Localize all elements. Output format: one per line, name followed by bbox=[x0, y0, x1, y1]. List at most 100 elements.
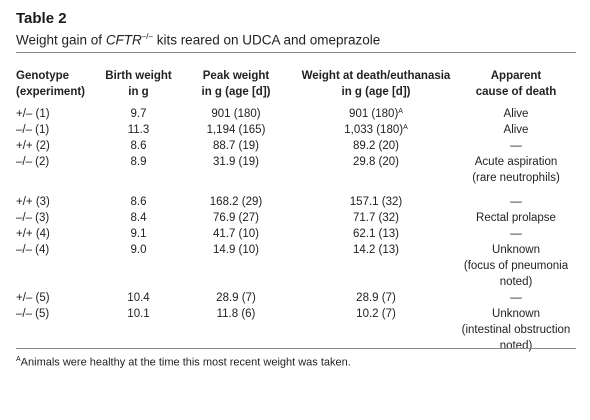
cell-cause-of-death: Acute aspiration (rare neutrophils) bbox=[456, 154, 576, 186]
cause-line: — bbox=[510, 228, 522, 240]
cell-cause-of-death: — bbox=[456, 226, 576, 242]
death-weight-value: 901 (180) bbox=[349, 108, 399, 120]
footnote-reference: A bbox=[398, 108, 403, 115]
cause-line: (focus of pneumonia noted) bbox=[463, 260, 569, 288]
cell-cause-of-death: Alive bbox=[456, 122, 576, 138]
table-row: –/– (4) 9.0 14.9 (10) 14.2 (13) Unknown (focu… bbox=[16, 242, 576, 290]
table-row: –/– (3) 8.4 76.9 (27) 71.7 (32) Rectal prola… bbox=[16, 210, 576, 226]
table-subtitle: Weight gain of CFTR–/– kits reared on UD… bbox=[16, 32, 380, 48]
cell-genotype: –/– (1) bbox=[16, 124, 50, 136]
cell-peak-weight: 88.7 (19) bbox=[212, 140, 260, 152]
row-gap bbox=[16, 186, 576, 194]
table-row: +/+ (4) 9.1 41.7 (10) 62.1 (13) — bbox=[16, 226, 576, 242]
bottom-rule bbox=[16, 348, 576, 349]
death-weight-value: 29.8 (20) bbox=[352, 156, 400, 168]
cause-line: Unknown bbox=[492, 308, 540, 320]
cell-cause-of-death: — bbox=[456, 138, 576, 154]
header-genotype: Genotype (experiment) bbox=[16, 70, 86, 98]
cell-weight-at-death: 901 (180)A bbox=[296, 106, 456, 122]
table-row: +/+ (3) 8.6 168.2 (29) 157.1 (32) — bbox=[16, 194, 576, 210]
cell-weight-at-death: 29.8 (20) bbox=[296, 154, 456, 186]
cause-line: (intestinal obstruction bbox=[461, 324, 571, 336]
table-row: +/– (5) 10.4 28.9 (7) 28.9 (7) — bbox=[16, 290, 576, 306]
subtitle-prefix: Weight gain of bbox=[16, 32, 106, 48]
table-row: +/+ (2) 8.6 88.7 (19) 89.2 (20) — bbox=[16, 138, 576, 154]
cell-peak-weight: 41.7 (10) bbox=[212, 228, 260, 240]
death-weight-value: 62.1 (13) bbox=[352, 228, 400, 240]
cell-birth-weight: 11.3 bbox=[127, 124, 150, 136]
cause-line: Rectal prolapse bbox=[476, 212, 556, 224]
table-row: –/– (1) 11.3 1,194 (165) 1,033 (180)A Alive bbox=[16, 122, 576, 138]
cell-peak-weight: 1,194 (165) bbox=[206, 124, 266, 136]
gene-name: CFTR bbox=[105, 32, 142, 48]
cell-peak-weight: 168.2 (29) bbox=[209, 196, 263, 208]
header-birth-weight: Birth weight in g bbox=[105, 70, 172, 98]
table-body: +/– (1) 9.7 901 (180) 901 (180)A Alive –/– (1… bbox=[16, 106, 576, 354]
footnote-mark: A bbox=[16, 356, 21, 363]
cell-genotype: –/– (4) bbox=[16, 244, 50, 256]
cell-cause-of-death: — bbox=[456, 290, 576, 306]
data-table: Genotype (experiment) Birth weight in g Pe… bbox=[16, 68, 576, 354]
cell-peak-weight: 14.9 (10) bbox=[212, 244, 260, 256]
cell-birth-weight: 10.1 bbox=[127, 308, 150, 320]
cell-birth-weight: 8.6 bbox=[130, 140, 147, 152]
cell-weight-at-death: 14.2 (13) bbox=[296, 242, 456, 290]
cell-peak-weight: 31.9 (19) bbox=[212, 156, 260, 168]
header-weight-at-death: Weight at death/euthanasia in g (age [d]) bbox=[301, 70, 451, 98]
header-row: Genotype (experiment) Birth weight in g Pe… bbox=[16, 68, 576, 106]
cell-cause-of-death: Unknown (intestinal obstruction noted) bbox=[456, 306, 576, 354]
cell-cause-of-death: — bbox=[456, 194, 576, 210]
cell-weight-at-death: 28.9 (7) bbox=[296, 290, 456, 306]
cause-line: — bbox=[510, 292, 522, 304]
top-rule bbox=[16, 52, 576, 53]
cell-cause-of-death: Alive bbox=[456, 106, 576, 122]
cell-peak-weight: 11.8 (6) bbox=[216, 308, 256, 320]
subtitle-suffix: kits reared on UDCA and omeprazole bbox=[152, 32, 381, 48]
cell-weight-at-death: 10.2 (7) bbox=[296, 306, 456, 354]
header-peak-weight: Peak weight in g (age [d]) bbox=[201, 70, 271, 98]
cause-line: noted) bbox=[499, 340, 533, 352]
cause-line: Unknown bbox=[492, 244, 540, 256]
table-row: +/– (1) 9.7 901 (180) 901 (180)A Alive bbox=[16, 106, 576, 122]
death-weight-value: 71.7 (32) bbox=[352, 212, 400, 224]
cell-genotype: –/– (2) bbox=[16, 156, 50, 168]
cell-genotype: –/– (5) bbox=[16, 308, 50, 320]
cell-genotype: +/+ (3) bbox=[16, 196, 50, 208]
cause-line: — bbox=[510, 140, 522, 152]
death-weight-value: 28.9 (7) bbox=[356, 292, 396, 304]
cell-weight-at-death: 62.1 (13) bbox=[296, 226, 456, 242]
cell-birth-weight: 8.6 bbox=[130, 196, 147, 208]
cell-weight-at-death: 1,033 (180)A bbox=[296, 122, 456, 138]
cell-peak-weight: 901 (180) bbox=[211, 108, 261, 120]
cause-line: Alive bbox=[503, 108, 529, 120]
cell-peak-weight: 76.9 (27) bbox=[212, 212, 260, 224]
cell-genotype: +/– (1) bbox=[16, 108, 50, 120]
gene-genotype-superscript: –/– bbox=[141, 32, 153, 41]
cell-cause-of-death: Rectal prolapse bbox=[456, 210, 576, 226]
death-weight-value: 1,033 (180) bbox=[344, 124, 404, 136]
cell-cause-of-death: Unknown (focus of pneumonia noted) bbox=[456, 242, 576, 290]
death-weight-value: 89.2 (20) bbox=[352, 140, 400, 152]
cell-birth-weight: 9.1 bbox=[130, 228, 147, 240]
table-row: –/– (2) 8.9 31.9 (19) 29.8 (20) Acute aspira… bbox=[16, 154, 576, 186]
cause-line: — bbox=[510, 196, 522, 208]
cell-weight-at-death: 71.7 (32) bbox=[296, 210, 456, 226]
cause-line: (rare neutrophils) bbox=[472, 172, 560, 184]
cell-birth-weight: 9.0 bbox=[130, 244, 147, 256]
cause-line: Acute aspiration bbox=[474, 156, 558, 168]
cell-birth-weight: 8.4 bbox=[130, 212, 147, 224]
footnote: AAnimals were healthy at the time this m… bbox=[16, 356, 351, 369]
cell-weight-at-death: 89.2 (20) bbox=[296, 138, 456, 154]
table-row: –/– (5) 10.1 11.8 (6) 10.2 (7) Unknown (intes… bbox=[16, 306, 576, 354]
header-cause-of-death: Apparent cause of death bbox=[475, 70, 557, 98]
cell-birth-weight: 8.9 bbox=[130, 156, 147, 168]
table-title: Table 2 bbox=[16, 10, 67, 27]
cell-genotype: +/– (5) bbox=[16, 292, 50, 304]
cell-genotype: +/+ (2) bbox=[16, 140, 50, 152]
cell-weight-at-death: 157.1 (32) bbox=[296, 194, 456, 210]
death-weight-value: 14.2 (13) bbox=[352, 244, 400, 256]
cell-genotype: –/– (3) bbox=[16, 212, 50, 224]
footnote-reference: A bbox=[403, 124, 408, 131]
cell-birth-weight: 10.4 bbox=[127, 292, 150, 304]
death-weight-value: 157.1 (32) bbox=[349, 196, 403, 208]
